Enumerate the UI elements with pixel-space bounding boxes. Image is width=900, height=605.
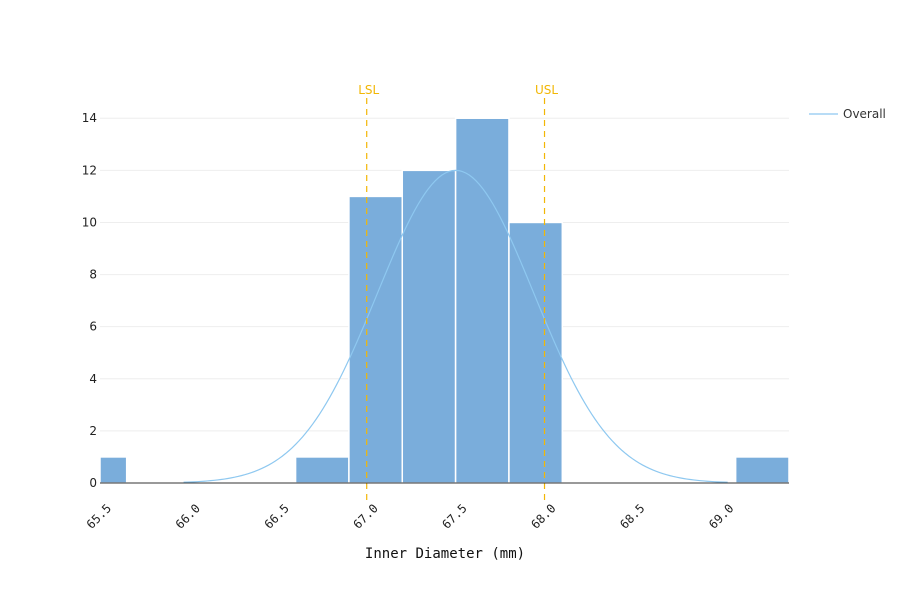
y-tick-label: 4: [89, 372, 97, 386]
x-tick-label: 67.5: [439, 501, 469, 531]
spec-layer: LSL USL: [358, 83, 558, 500]
histogram-bar: [508, 221, 564, 484]
x-tick-label: 66.0: [173, 501, 203, 531]
curve-layer: [183, 169, 728, 483]
x-tick-label: 65.5: [84, 501, 114, 531]
histogram-bar: [401, 169, 457, 484]
x-tick-label: 66.5: [262, 501, 292, 531]
y-tick-label: 12: [82, 163, 97, 177]
histogram-bar: [99, 456, 128, 484]
histogram-bar: [294, 456, 350, 484]
x-tick-label: 69.0: [706, 501, 736, 531]
y-tick-label: 8: [89, 268, 97, 282]
legend-label-overall: Overall: [843, 107, 886, 121]
x-tick-label: 67.0: [350, 501, 380, 531]
histogram-bar: [734, 456, 790, 484]
x-tick-label: 68.0: [528, 501, 558, 531]
spec-limit-label-usl: USL: [535, 83, 558, 97]
histogram-bar: [348, 195, 404, 484]
y-tick-label: 10: [82, 215, 97, 229]
histogram-bar: [454, 117, 510, 484]
x-tick-label: 68.5: [617, 501, 647, 531]
y-tick-label: 2: [89, 424, 97, 438]
bars-layer: [99, 117, 790, 484]
spec-limit-label-lsl: LSL: [358, 83, 379, 97]
x-axis-title: Inner Diameter (mm): [365, 546, 525, 562]
y-tick-label: 6: [89, 320, 97, 334]
y-tick-label: 0: [89, 476, 97, 490]
y-tick-label: 14: [82, 111, 97, 125]
normal-curve-overall: [183, 169, 728, 483]
legend: Overall: [809, 107, 886, 121]
